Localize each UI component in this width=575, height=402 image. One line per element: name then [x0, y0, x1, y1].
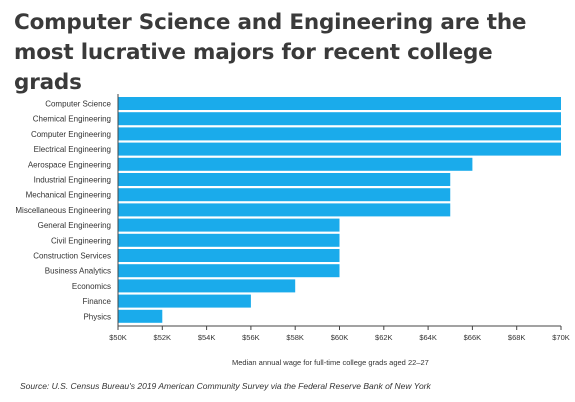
x-tick-label: $58K [286, 333, 304, 342]
chart-title: Computer Science and Engineering are the… [14, 8, 566, 98]
x-tick-label: $64K [419, 333, 437, 342]
category-label: Economics [72, 282, 111, 291]
category-label: Mechanical Engineering [26, 191, 111, 200]
bar [118, 233, 340, 247]
category-label: Civil Engineering [51, 236, 111, 245]
x-tick-label: $62K [375, 333, 393, 342]
x-tick-label: $70K [552, 333, 570, 342]
category-label: Industrial Engineering [34, 176, 111, 185]
x-tick-label: $54K [198, 333, 216, 342]
category-label: Aerospace Engineering [28, 160, 111, 169]
bar [118, 249, 340, 262]
bar-chart: Computer Science Chemical Engineering Comp… [15, 94, 570, 342]
bar [118, 218, 340, 232]
bar [118, 173, 451, 186]
category-label: General Engineering [38, 221, 111, 230]
bar [118, 264, 340, 278]
category-label: Miscellaneous Engineering [15, 206, 111, 215]
bar [118, 279, 296, 293]
bar [118, 112, 561, 126]
x-tick-label: $56K [242, 333, 260, 342]
source-note: Source: U.S. Census Bureau's 2019 Americ… [20, 381, 431, 391]
category-label: Construction Services [33, 252, 111, 261]
category-label: Computer Engineering [31, 130, 111, 139]
bar [118, 203, 451, 217]
bar [118, 127, 561, 141]
bar [118, 188, 451, 202]
x-tick-label: $50K [109, 333, 127, 342]
category-label: Computer Science [45, 100, 111, 109]
x-tick-label: $52K [154, 333, 172, 342]
x-tick-label: $68K [508, 333, 526, 342]
category-label: Chemical Engineering [33, 115, 111, 124]
category-label: Finance [83, 297, 112, 306]
bar [118, 309, 163, 323]
x-tick-label: $66K [464, 333, 482, 342]
chart-area: Computer Science Chemical Engineering Comp… [0, 88, 575, 360]
chart-title-line-1: Computer Science and Engineering are the [14, 10, 527, 35]
category-label: Electrical Engineering [34, 145, 111, 154]
x-tick-label: $60K [331, 333, 349, 342]
category-label: Business Analytics [45, 267, 111, 276]
bar [118, 157, 473, 171]
x-axis-label: Median annual wage for full-time college… [232, 358, 429, 367]
bar [118, 97, 561, 110]
category-label: Physics [83, 312, 111, 321]
bar [118, 294, 251, 308]
chart-title-line-2: most lucrative majors for recent college… [14, 40, 493, 95]
bar [118, 142, 561, 156]
